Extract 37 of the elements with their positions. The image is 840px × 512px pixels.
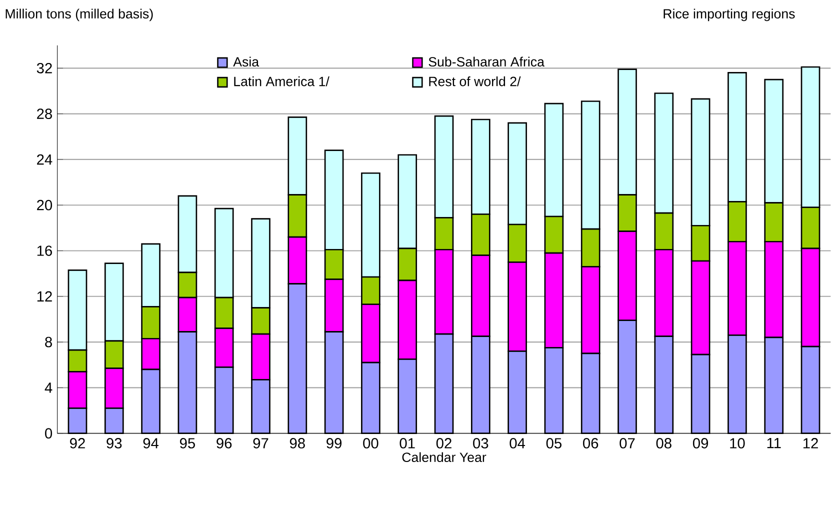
y-tick-label: 24 (37, 154, 52, 165)
x-tick-label: 94 (143, 438, 159, 448)
x-tick-label: 11 (767, 438, 781, 448)
y-tick-label: 16 (37, 246, 52, 256)
x-tick-label: 02 (436, 438, 452, 448)
y-tick-label: 20 (37, 200, 52, 210)
y-tick-label: 4 (44, 382, 52, 393)
legend-label: Latin America 1/ (234, 76, 330, 86)
x-tick-label: 12 (803, 438, 818, 448)
chart-title: Rice importing regions (664, 8, 795, 22)
x-tick-label: 95 (180, 438, 195, 448)
x-tick-label: 09 (692, 438, 708, 448)
x-tick-label: 96 (216, 438, 232, 448)
x-axis-title: Calendar Year (402, 452, 486, 462)
x-tick-label: 01 (400, 438, 415, 448)
x-tick-label: 03 (473, 438, 488, 448)
y-axis-title: Million tons (milled basis) (6, 8, 153, 22)
legend-label: Asia (233, 56, 260, 67)
x-tick-label: 97 (253, 438, 268, 448)
x-tick-label: 05 (546, 438, 562, 448)
legend-label: Sub-Saharan Africa (428, 56, 544, 67)
y-tick-label: 0 (45, 428, 52, 439)
y-tick-label: 8 (45, 336, 52, 348)
legend-label: Rest of world 2/ (429, 76, 521, 86)
x-tick-label: 08 (656, 438, 672, 448)
y-tick-label: 12 (37, 291, 52, 302)
x-tick-label: 98 (290, 438, 305, 448)
x-tick-label: 92 (70, 438, 85, 448)
x-tick-label: 10 (730, 438, 745, 448)
x-tick-label: 07 (620, 438, 635, 448)
y-tick-label: 32 (36, 62, 52, 74)
x-tick-label: 06 (583, 438, 598, 448)
y-tick-label: 28 (37, 108, 52, 119)
x-tick-label: 93 (106, 438, 122, 448)
x-tick-label: 99 (326, 438, 342, 448)
x-tick-label: 04 (510, 438, 526, 448)
x-tick-label: 00 (363, 438, 378, 448)
